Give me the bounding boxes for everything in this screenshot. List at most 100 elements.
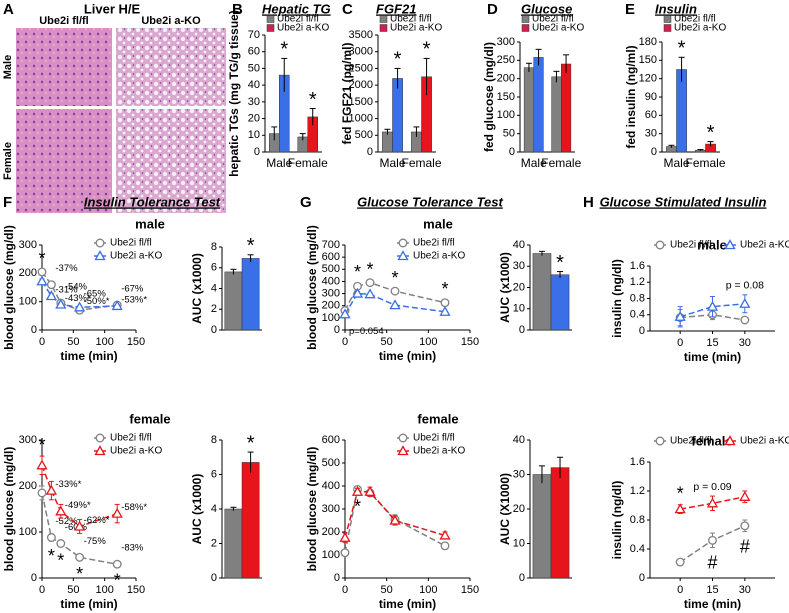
x-tick-label: 0 xyxy=(342,336,348,348)
data-point xyxy=(674,503,686,514)
y-tick-label: 0 xyxy=(519,324,525,336)
legend-marker xyxy=(397,445,409,456)
y-tick-label: 50 xyxy=(248,62,260,74)
data-point xyxy=(674,310,686,321)
point-label: -54% xyxy=(65,282,88,293)
significance-marker: * xyxy=(76,564,83,584)
bar xyxy=(241,462,260,579)
x-tick-label: Male xyxy=(379,156,405,170)
y-tick-label: 8 xyxy=(211,241,217,253)
y-tick-label: 0 xyxy=(254,146,260,158)
y-tick-label: 0 xyxy=(334,324,340,336)
chart-title: FGF21 xyxy=(376,1,416,16)
point-label: -37% xyxy=(55,263,78,274)
y-tick-label: 100 xyxy=(322,549,340,561)
panel-letter: G xyxy=(300,194,312,211)
legend-label: Ube2i fl/fl xyxy=(110,238,152,249)
x-tick-label: 30 xyxy=(739,337,751,349)
legend-marker xyxy=(655,436,665,446)
series-line xyxy=(679,303,745,318)
chart-title: Glucose Stimulated Insulin xyxy=(600,194,767,209)
data-point xyxy=(45,290,58,301)
y-tick-label: 70 xyxy=(248,29,260,41)
y-tick-label: 0 xyxy=(509,146,515,158)
significance-marker: * xyxy=(423,39,431,61)
point-label: -65% xyxy=(84,289,107,300)
bar xyxy=(392,78,403,153)
x-tick-label: 50 xyxy=(381,336,393,348)
data-point xyxy=(37,488,47,498)
x-tick-label: 50 xyxy=(381,584,393,596)
legend-marker xyxy=(94,250,106,261)
y-tick-label: 100 xyxy=(322,312,340,324)
y-axis-label: fed insulin (ng/ml) xyxy=(624,45,638,148)
y-tick-label: 1.6 xyxy=(630,260,645,272)
data-point xyxy=(364,288,376,299)
data-point xyxy=(440,541,450,551)
legend-label: Ube2i fl/fl xyxy=(670,240,712,251)
y-tick-label: 200 xyxy=(497,73,515,85)
significance-marker: p = 0.08 xyxy=(726,280,764,292)
y-axis-label: blood glucose (mg/dl) xyxy=(2,447,16,572)
y-tick-label: 0 xyxy=(334,572,340,584)
y-tick-label: 8 xyxy=(211,434,217,446)
legend-label: Ube2i fl/fl xyxy=(390,14,432,25)
x-tick-label: 15 xyxy=(706,584,718,596)
significance-marker: * xyxy=(556,252,564,274)
y-tick-label: 0 xyxy=(639,572,645,584)
chart-subtitle: male xyxy=(697,237,727,252)
y-tick-label: 2000 xyxy=(349,79,373,91)
x-tick-label: 0 xyxy=(677,337,683,349)
data-point xyxy=(36,275,48,286)
y-tick-label: 20 xyxy=(513,503,525,515)
chart-title: Glucose Tolerance Test xyxy=(357,194,503,209)
x-axis-label: time (min) xyxy=(684,597,741,611)
panel-letter: F xyxy=(3,194,12,211)
y-tick-label: 40 xyxy=(513,239,525,251)
y-tick-label: 6 xyxy=(211,262,217,274)
bar xyxy=(241,258,260,331)
x-axis-label: time (min) xyxy=(684,350,741,364)
x-tick-label: 15 xyxy=(706,337,718,349)
data-point xyxy=(365,278,375,288)
y-tick-label: 90 xyxy=(645,91,657,103)
y-tick-label: 600 xyxy=(322,434,340,446)
x-tick-label: Female xyxy=(401,156,441,170)
column-label: Ube2i fl/fl xyxy=(39,15,89,27)
panel-letter: H xyxy=(583,194,594,211)
y-axis-label: insulin (ng/dl) xyxy=(610,259,624,338)
legend-swatch xyxy=(266,24,275,32)
data-point xyxy=(339,308,351,319)
y-tick-label: 100 xyxy=(497,109,515,121)
y-tick-label: 120 xyxy=(639,73,657,85)
point-label: -43%* xyxy=(65,293,91,304)
data-point xyxy=(111,507,123,518)
y-axis-label: blood glucose (mg/dl) xyxy=(305,447,319,572)
row-label: Female xyxy=(2,142,14,180)
y-tick-label: 500 xyxy=(322,263,340,275)
y-tick-label: 180 xyxy=(639,36,657,48)
y-tick-label: 20 xyxy=(513,281,525,293)
chart-subtitle: female xyxy=(417,411,458,426)
x-tick-label: 100 xyxy=(419,336,437,348)
x-tick-label: 50 xyxy=(67,336,79,348)
y-tick-label: 10 xyxy=(513,537,525,549)
y-tick-label: 200 xyxy=(19,267,37,279)
data-point xyxy=(340,548,350,558)
significance-marker: * xyxy=(309,89,317,111)
data-point xyxy=(739,490,751,501)
data-point xyxy=(75,552,85,562)
point-label: -31% xyxy=(55,285,78,296)
data-point xyxy=(389,514,401,525)
data-point xyxy=(55,298,67,309)
legend-label: Ube2i fl/fl xyxy=(670,436,712,447)
data-point xyxy=(73,520,86,531)
y-tick-label: 0 xyxy=(651,146,657,158)
x-tick-label: Male xyxy=(663,156,689,170)
bar xyxy=(532,474,552,579)
legend-marker xyxy=(398,238,408,248)
y-tick-label: 0 xyxy=(367,146,373,158)
y-tick-label: 300 xyxy=(19,239,37,251)
legend-swatch xyxy=(266,15,275,23)
data-point xyxy=(46,533,56,542)
